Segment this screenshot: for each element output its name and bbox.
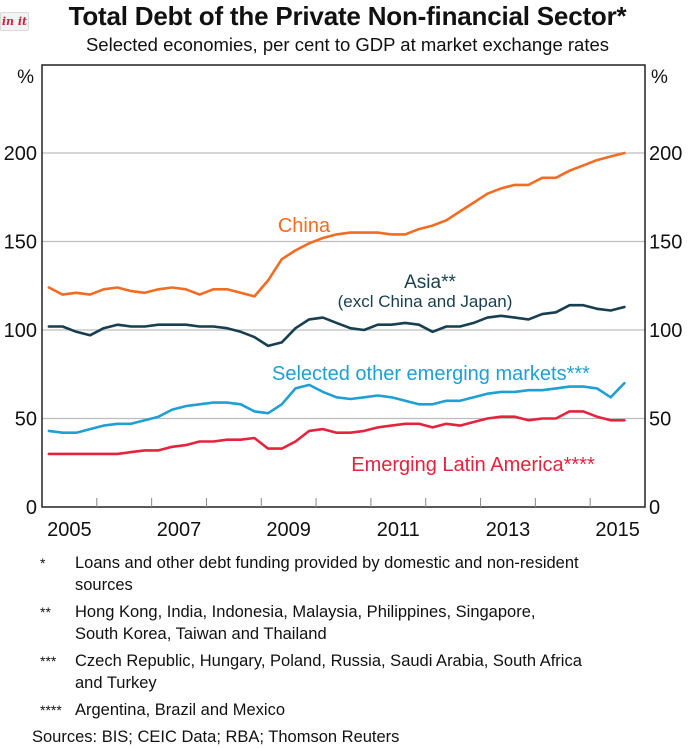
y-tick-label-left-150: 150: [4, 232, 37, 254]
pin-it-badge-icon[interactable]: in it: [0, 12, 29, 31]
y-tick-label-right-200: 200: [649, 143, 682, 165]
series-line-selected-other-emerging-markets: [47, 381, 626, 435]
y-axis-unit-left: %: [17, 67, 34, 88]
series-line-china: [47, 151, 626, 298]
chart-title: Total Debt of the Private Non-financial …: [68, 1, 627, 31]
y-tick-label-left-200: 200: [4, 143, 37, 165]
series-label-asia-sub: (excl China and Japan): [338, 292, 513, 311]
series-labels: China Asia** (excl China and Japan) Sele…: [272, 215, 595, 476]
line-chart: 0 0 50 50 100 100 150 150 200 200% % 2005 2007 2009 20…: [4, 64, 683, 541]
series-label-asia: Asia**: [404, 272, 456, 293]
x-tick-label-2011: 2011: [377, 519, 420, 541]
series-label-latin-america: Emerging Latin America****: [351, 454, 595, 476]
footnote-mark: ***: [40, 653, 57, 669]
footnote-mark: ****: [40, 702, 62, 718]
chart-subtitle: Selected economies, per cent to GDP at m…: [85, 34, 610, 55]
x-tick-marks: [96, 498, 591, 507]
footnote-text: Argentina, Brazil and Mexico: [75, 701, 286, 719]
footnote-text: Loans and other debt funding provided by…: [75, 554, 579, 594]
footnote-mark: *: [40, 555, 46, 571]
y-tick-label-right-50: 50: [649, 409, 671, 431]
axis-labels: 0 0 50 50 100 100 150 150 200 200% % 2005 2007 2009 20…: [4, 67, 683, 541]
x-tick-label-2015: 2015: [595, 519, 640, 541]
footnote-text: Czech Republic, Hungary, Poland, Russia,…: [75, 652, 582, 692]
x-tick-label-2009: 2009: [266, 519, 311, 541]
y-tick-label-right-100: 100: [649, 320, 682, 342]
pin-it-label: in it: [1, 15, 28, 28]
y-tick-label-left-0: 0: [26, 497, 37, 519]
plot-frame: [41, 64, 646, 508]
x-tick-label-2005: 2005: [47, 519, 92, 541]
y-tick-label-left-50: 50: [15, 409, 37, 431]
footnote-mark: **: [40, 604, 51, 620]
y-axis-unit-right: %: [651, 67, 668, 88]
series-label-other-emerging: Selected other emerging markets***: [272, 363, 590, 385]
x-tick-label-2007: 2007: [157, 519, 202, 541]
x-tick-label-2013: 2013: [486, 519, 531, 541]
series-line-emerging-latin-america: [47, 410, 626, 456]
y-tick-label-right-0: 0: [649, 497, 660, 519]
footnote-text: Hong Kong, India, Indonesia, Malaysia, P…: [75, 603, 536, 643]
series-line-asia: [47, 303, 626, 348]
sources-note: Sources: BIS; CEIC Data; RBA; Thomson Re…: [32, 728, 400, 746]
y-tick-label-left-100: 100: [4, 320, 37, 342]
series-lines: [47, 151, 626, 456]
y-tick-label-right-150: 150: [649, 232, 682, 254]
series-label-china: China: [278, 215, 331, 237]
